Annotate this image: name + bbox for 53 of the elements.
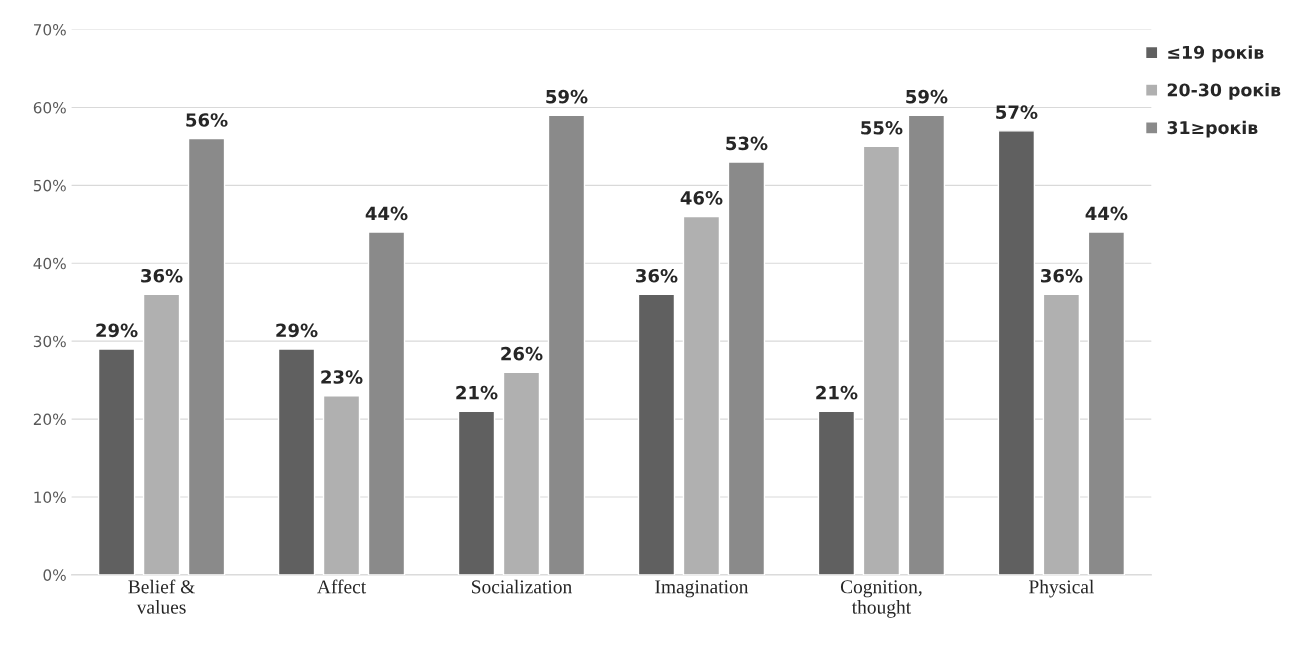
- bar: [277, 348, 316, 575]
- y-tick-label: 50%: [33, 179, 66, 192]
- data-label: 44%: [365, 206, 408, 221]
- x-tick-label: Socialization: [472, 579, 572, 594]
- bar: [907, 114, 946, 575]
- data-label: 44%: [1085, 206, 1128, 221]
- y-tick-label: 10%: [34, 491, 66, 503]
- bar: [547, 114, 586, 575]
- bar: [997, 130, 1036, 575]
- y-tick-label: 40%: [33, 257, 66, 270]
- bar: [367, 231, 406, 575]
- bar: [322, 395, 361, 575]
- x-tick-label: Cognition, thought: [840, 580, 922, 618]
- x-tick-label: Affect: [317, 579, 367, 594]
- data-label: 21%: [456, 385, 498, 400]
- bar: [502, 371, 541, 575]
- bar: [142, 293, 181, 575]
- y-tick-label: 20%: [33, 413, 66, 426]
- data-label: 46%: [680, 191, 723, 205]
- bar: [97, 348, 136, 575]
- data-label: 53%: [726, 136, 768, 151]
- data-label: 55%: [861, 120, 903, 135]
- data-label: 29%: [96, 323, 138, 338]
- legend-label: 31≥років: [1167, 120, 1258, 138]
- data-label: 59%: [906, 89, 948, 104]
- legend-label: 20-30 років: [1167, 83, 1281, 100]
- data-label: 36%: [1041, 268, 1083, 283]
- y-tick-label: 70%: [33, 24, 66, 36]
- bar: [457, 410, 496, 575]
- data-label: 56%: [186, 113, 228, 127]
- data-label: 26%: [501, 346, 543, 361]
- data-label: 59%: [546, 89, 588, 104]
- y-tick-label: 0%: [43, 569, 66, 581]
- bar: [727, 161, 766, 575]
- data-label: 36%: [141, 268, 183, 283]
- x-tick-label: Physical: [1029, 579, 1094, 598]
- bar: [1042, 293, 1081, 575]
- y-tick-label: 60%: [33, 101, 66, 114]
- bar: [817, 410, 856, 575]
- bar: [682, 215, 721, 575]
- legend-label: ≤19 років: [1168, 45, 1264, 63]
- bar: [1087, 231, 1126, 575]
- data-label: 21%: [816, 385, 858, 400]
- x-tick-label: Belief & values: [128, 579, 195, 614]
- x-tick-label: Imagination: [655, 580, 749, 598]
- data-label: 29%: [276, 323, 318, 338]
- data-label: 23%: [321, 370, 363, 384]
- y-tick-label: 30%: [33, 335, 66, 348]
- bar: [637, 293, 676, 575]
- bar: [187, 137, 226, 575]
- data-label: 57%: [996, 105, 1038, 120]
- data-label: 36%: [636, 268, 678, 283]
- bar: [862, 145, 901, 575]
